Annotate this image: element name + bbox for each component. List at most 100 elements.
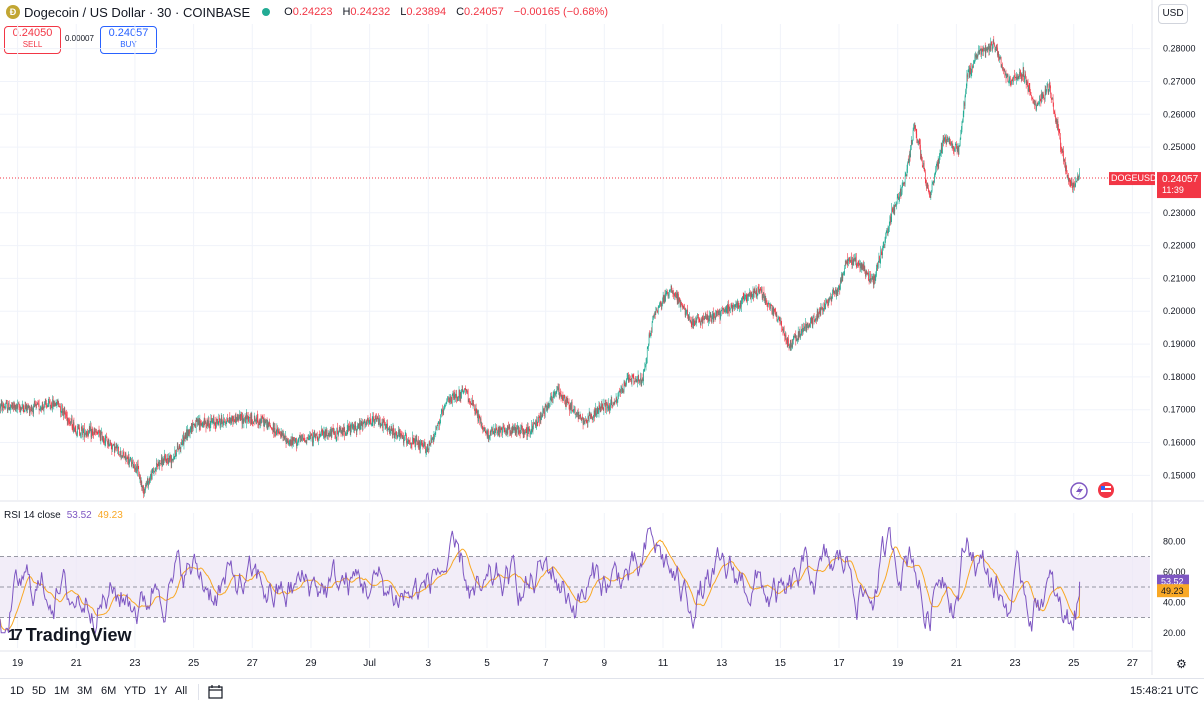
candle-body [873,277,874,284]
calendar-range-icon[interactable] [208,684,224,700]
candle-body [872,277,873,279]
candle-body [395,432,396,435]
utc-clock[interactable]: 15:48:21 UTC [1130,685,1198,697]
candle-body [163,460,164,464]
candle-body [300,435,301,438]
candle-body [983,48,984,52]
candle-body [718,312,719,313]
candle-body [792,344,793,347]
candle-body [1022,74,1023,76]
candle-body [615,401,616,402]
candle-body [479,414,480,416]
candle-body [821,308,822,309]
candle-body [297,441,298,442]
candle-body [831,299,832,301]
candle-body [1057,121,1058,126]
candle-body [725,308,726,312]
gear-icon[interactable]: ⚙ [1176,657,1187,671]
candle-body [926,179,927,184]
candle-body [668,296,669,297]
candle-body [473,403,474,405]
tf-ytd[interactable]: YTD [124,685,146,697]
rsi-legend[interactable]: RSI 14 close 53.52 49.23 [4,510,123,521]
candle-body [981,49,982,55]
candle-body [172,459,173,460]
candle-body [973,67,974,68]
candle-body [198,420,199,425]
candle-body [112,445,113,449]
candle-body [558,386,559,390]
candle-body [53,399,54,406]
candle-body [537,420,538,423]
candle-body [191,426,192,432]
candle-body [717,311,718,312]
tradingview-logo[interactable]: 17 TradingView [8,625,132,646]
candle-body [347,430,348,435]
candle-body [721,311,722,313]
candle-body [293,437,294,443]
candle-body [594,411,595,415]
candle-body [989,46,990,51]
candle-body [379,423,380,424]
candle-body [547,406,548,410]
candle-body [66,415,67,416]
candle-body [1045,89,1046,93]
candle-body [585,420,586,421]
tf-all[interactable]: All [175,685,187,697]
candle-body [185,435,186,439]
candle-body [235,416,236,421]
flag-icon[interactable] [1098,482,1114,498]
tf-6m[interactable]: 6M [101,685,116,697]
candle-body [623,391,624,392]
candle-body [417,444,418,445]
candle-body [598,413,599,414]
lightning-icon[interactable] [1071,483,1087,499]
candle-body [237,417,238,421]
candle-body [789,346,790,349]
candle-body [606,404,607,411]
candle-body [905,174,906,175]
candle-body [365,424,366,425]
candle-body [450,400,451,402]
candle-body [99,430,100,431]
candle-body [208,421,209,426]
candle-body [698,317,699,319]
candle-body [890,216,891,222]
tf-3m[interactable]: 3M [77,685,92,697]
tf-1m[interactable]: 1M [54,685,69,697]
candle-body [886,232,887,236]
time-tick-label: 9 [602,658,608,669]
candle-body [797,339,798,340]
candle-body [527,427,528,436]
tf-5d[interactable]: 5D [32,685,46,697]
candle-body [565,403,566,406]
candle-body [951,143,952,144]
candle-body [261,417,262,423]
candle-body [567,399,568,404]
tf-1y[interactable]: 1Y [154,685,167,697]
candle-body [18,404,19,405]
candle-body [968,70,969,77]
candle-body [824,303,825,310]
candle-body [406,435,407,436]
candle-body [190,426,191,432]
candle-body [954,149,955,151]
candle-body [481,419,482,427]
candle-body [380,419,381,427]
candle-body [733,306,734,308]
candle-body [429,442,430,443]
candle-body [1076,181,1077,182]
candle-body [194,424,195,426]
candle-body [67,415,68,421]
candle-body [247,416,248,420]
candle-body [685,312,686,315]
tf-1d[interactable]: 1D [10,685,24,697]
candle-body [942,143,943,153]
candle-body [397,437,398,438]
candle-body [844,268,845,271]
candle-body [654,314,655,316]
candle-body [388,430,389,431]
candle-body [233,417,234,422]
candle-body [751,293,752,297]
